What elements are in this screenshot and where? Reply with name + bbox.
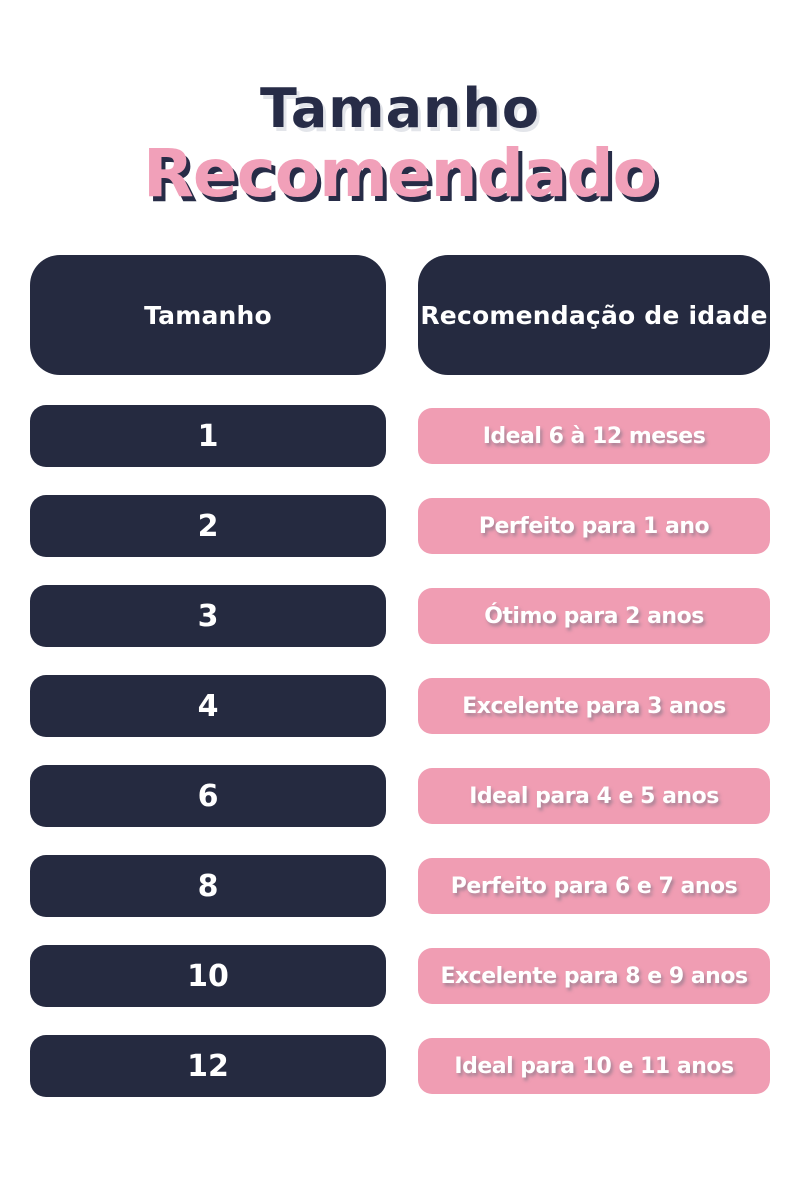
table-body: 1 Ideal 6 à 12 meses 2 Perfeito para 1 a… (30, 405, 770, 1097)
recommendation-cell: Ideal 6 à 12 meses (418, 408, 770, 464)
table-row: 3 Ótimo para 2 anos (30, 585, 770, 647)
size-cell: 4 (30, 675, 386, 737)
table-row: 6 Ideal para 4 e 5 anos (30, 765, 770, 827)
recommendation-cell: Perfeito para 1 ano (418, 498, 770, 554)
age-column-header: Recomendação de idade (418, 255, 770, 375)
page-title-line2: Recomendado (143, 135, 658, 212)
size-cell: 12 (30, 1035, 386, 1097)
size-column-header: Tamanho (30, 255, 386, 375)
size-cell: 2 (30, 495, 386, 557)
size-cell: 10 (30, 945, 386, 1007)
recommendation-cell: Ideal para 10 e 11 anos (418, 1038, 770, 1094)
size-table: Tamanho Recomendação de idade 1 Ideal 6 … (30, 255, 770, 1125)
table-row: 8 Perfeito para 6 e 7 anos (30, 855, 770, 917)
size-cell: 3 (30, 585, 386, 647)
recommendation-cell: Excelente para 8 e 9 anos (418, 948, 770, 1004)
table-row: 10 Excelente para 8 e 9 anos (30, 945, 770, 1007)
table-row: 4 Excelente para 3 anos (30, 675, 770, 737)
recommendation-cell: Ideal para 4 e 5 anos (418, 768, 770, 824)
table-row: 12 Ideal para 10 e 11 anos (30, 1035, 770, 1097)
size-cell: 6 (30, 765, 386, 827)
recommendation-cell: Perfeito para 6 e 7 anos (418, 858, 770, 914)
table-row: 1 Ideal 6 à 12 meses (30, 405, 770, 467)
table-row: 2 Perfeito para 1 ano (30, 495, 770, 557)
size-cell: 8 (30, 855, 386, 917)
table-header-row: Tamanho Recomendação de idade (30, 255, 770, 375)
size-cell: 1 (30, 405, 386, 467)
page-title-line1: Tamanho (259, 77, 540, 140)
recommendation-cell: Excelente para 3 anos (418, 678, 770, 734)
recommendation-cell: Ótimo para 2 anos (418, 588, 770, 644)
